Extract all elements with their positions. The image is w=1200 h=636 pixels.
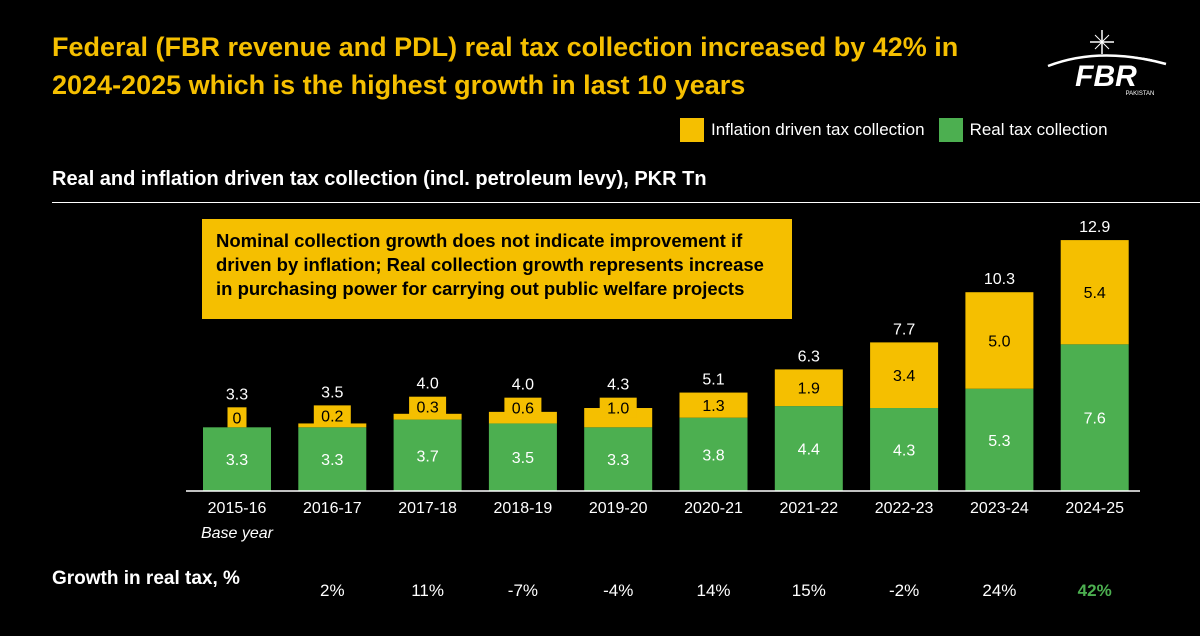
data-label-total: 12.9 <box>1079 219 1110 236</box>
growth-value: 24% <box>982 581 1016 600</box>
growth-value: 14% <box>696 581 730 600</box>
growth-value: -7% <box>508 581 538 600</box>
bar-inflation <box>679 392 748 418</box>
data-label-total: 3.3 <box>226 386 248 403</box>
annotation-box: Nominal collection growth does not indic… <box>202 219 792 319</box>
x-tick-label: 2022-23 <box>875 500 934 517</box>
growth-value: -2% <box>889 581 919 600</box>
data-label-inflation: 0.6 <box>512 401 534 418</box>
growth-value: 11% <box>411 581 444 600</box>
growth-value: 15% <box>792 581 826 600</box>
data-label-total: 10.3 <box>984 271 1015 288</box>
legend-item-inflation: Inflation driven tax collection <box>680 118 925 142</box>
data-label-inflation: 5.4 <box>1084 285 1106 302</box>
x-tick-label: 2016-17 <box>303 500 362 517</box>
fbr-logo: FBR PAKISTAN <box>1047 30 1167 97</box>
legend-label-real: Real tax collection <box>969 120 1108 139</box>
growth-value: 2% <box>320 581 345 600</box>
bar-inflation <box>1060 240 1129 345</box>
bar-real <box>203 427 271 491</box>
divider <box>52 202 1200 203</box>
svg-text:FBR: FBR <box>1075 60 1137 93</box>
data-label-real: 3.3 <box>226 452 248 469</box>
x-tick-label: 2021-22 <box>779 500 838 517</box>
data-label-inflation: 3.4 <box>893 368 915 385</box>
data-label-inflation: 0 <box>233 410 242 427</box>
bar-real <box>584 427 653 491</box>
data-label-inflation-box <box>313 405 351 426</box>
bar-real <box>774 406 843 491</box>
legend-swatch-real <box>938 118 963 142</box>
legend-item-real: Real tax collection <box>938 118 1108 142</box>
chart-subtitle: Real and inflation driven tax collection… <box>52 168 707 190</box>
data-label-total: 6.3 <box>798 348 820 365</box>
data-label-inflation: 0.3 <box>416 400 438 417</box>
data-label-real: 5.3 <box>988 433 1010 450</box>
data-label-total: 4.3 <box>607 377 629 394</box>
data-label-total: 4.0 <box>512 377 534 394</box>
data-label-total: 7.7 <box>893 321 915 338</box>
data-label-real: 3.3 <box>607 452 629 469</box>
bar-real <box>298 427 367 491</box>
data-label-inflation: 1.9 <box>798 381 820 398</box>
bar-inflation <box>965 292 1034 389</box>
data-label-real: 4.4 <box>798 442 820 459</box>
x-tick-label: 2020-21 <box>684 500 743 517</box>
data-label-real: 3.3 <box>321 452 343 469</box>
data-label-real: 3.8 <box>702 447 724 464</box>
data-label-total: 4.0 <box>416 376 438 393</box>
bar-real <box>488 423 557 491</box>
data-label-real: 3.5 <box>512 450 534 467</box>
data-label-real: 3.7 <box>416 448 438 465</box>
data-label-inflation-box <box>409 396 447 417</box>
data-label-inflation: 0.2 <box>321 408 343 425</box>
data-label-inflation: 5.0 <box>988 333 1010 350</box>
x-tick-label: 2019-20 <box>589 500 648 517</box>
x-tick-label: 2015-16 <box>208 500 267 517</box>
svg-text:PAKISTAN: PAKISTAN <box>1126 91 1155 97</box>
bar-real <box>870 408 939 491</box>
data-label-inflation-box <box>227 407 247 428</box>
x-tick-label: 2024-25 <box>1065 500 1124 517</box>
bar-inflation <box>774 369 843 407</box>
bar-real <box>965 388 1034 491</box>
data-label-inflation: 1.0 <box>607 401 629 418</box>
x-tick-label: 2023-24 <box>970 500 1029 517</box>
page-title: Federal (FBR revenue and PDL) real tax c… <box>52 32 959 100</box>
bar-real <box>1060 344 1129 491</box>
data-label-real: 7.6 <box>1084 411 1106 428</box>
growth-value: -4% <box>603 581 633 600</box>
x-tick-sublabel: Base year <box>201 525 274 542</box>
data-label-inflation: 1.3 <box>702 398 724 415</box>
data-label-inflation-box <box>599 397 637 418</box>
growth-value: 42% <box>1078 581 1112 600</box>
chart-legend: Inflation driven tax collection Real tax… <box>680 118 1122 142</box>
data-label-total: 3.5 <box>321 384 343 401</box>
data-label-total: 5.1 <box>702 372 724 389</box>
data-label-inflation-box <box>504 397 542 418</box>
growth-row-label: Growth in real tax, % <box>52 568 240 589</box>
legend-label-inflation: Inflation driven tax collection <box>711 120 925 139</box>
legend-swatch-inflation <box>680 118 704 142</box>
bar-inflation <box>870 342 939 409</box>
x-tick-label: 2018-19 <box>494 500 553 517</box>
bar-real <box>393 419 462 491</box>
bar-real <box>679 417 748 491</box>
x-tick-label: 2017-18 <box>398 500 457 517</box>
data-label-real: 4.3 <box>893 443 915 460</box>
